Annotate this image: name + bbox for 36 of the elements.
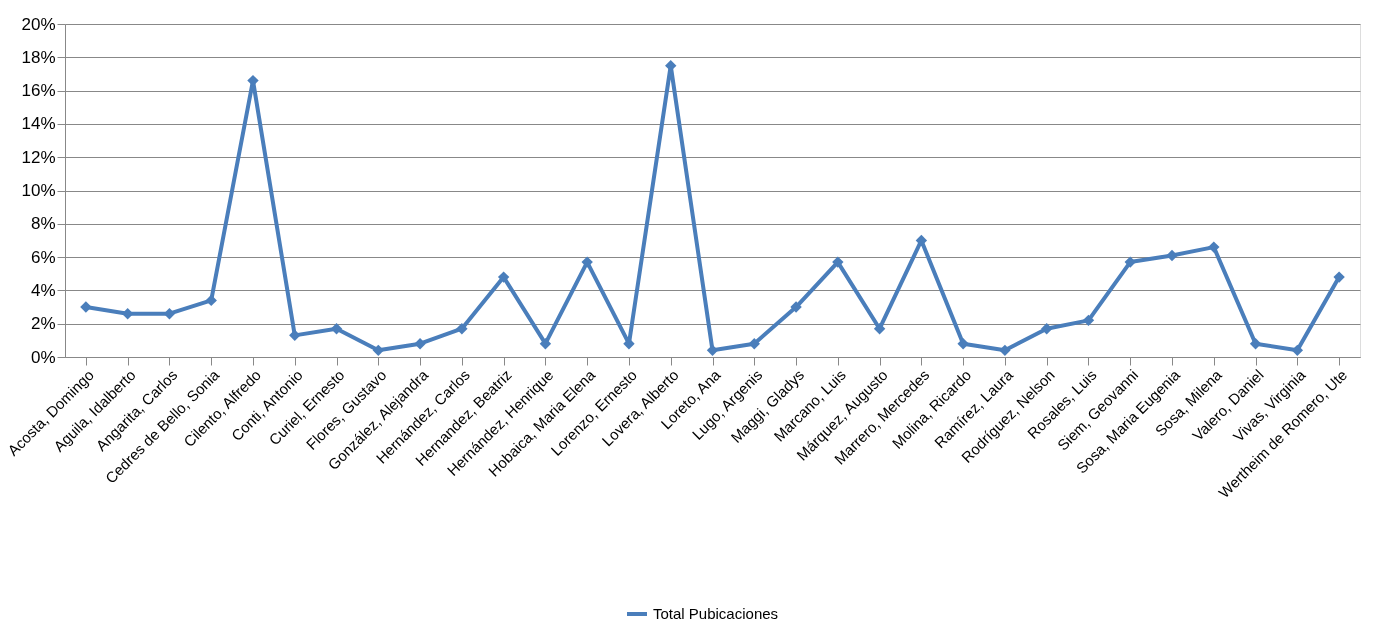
y-tick-label: 10% (21, 181, 56, 200)
y-tick-label: 20% (21, 14, 56, 34)
y-tick-label: 2% (30, 314, 56, 334)
point (80, 301, 92, 313)
point (832, 256, 844, 268)
point (1040, 322, 1053, 335)
point (915, 234, 928, 247)
point (1208, 241, 1220, 253)
point (1166, 249, 1178, 262)
point (205, 294, 217, 307)
point (497, 271, 510, 283)
point (1082, 314, 1095, 327)
legend-label: Total Pubicaciones (653, 605, 779, 622)
y-tick-label: 4% (30, 280, 56, 300)
y-tick-label: 6% (30, 247, 56, 267)
point (957, 337, 969, 350)
point (539, 337, 552, 350)
point (414, 337, 426, 350)
point (1291, 344, 1304, 357)
point (748, 337, 760, 350)
point (790, 301, 802, 313)
point (581, 256, 593, 268)
point (1333, 271, 1345, 283)
point (873, 322, 886, 335)
y-tick-label: 16% (21, 81, 56, 101)
point (330, 322, 343, 335)
y-tick-label: 0% (30, 347, 56, 367)
point (999, 344, 1011, 357)
y-tick-label: 8% (30, 214, 56, 234)
point (706, 344, 719, 357)
point (1249, 337, 1262, 350)
y-tick-label: 18% (21, 47, 56, 67)
y-tick-label: 12% (21, 147, 56, 167)
point (456, 322, 468, 335)
point (1124, 256, 1136, 268)
y-tick-label: 14% (21, 114, 56, 134)
